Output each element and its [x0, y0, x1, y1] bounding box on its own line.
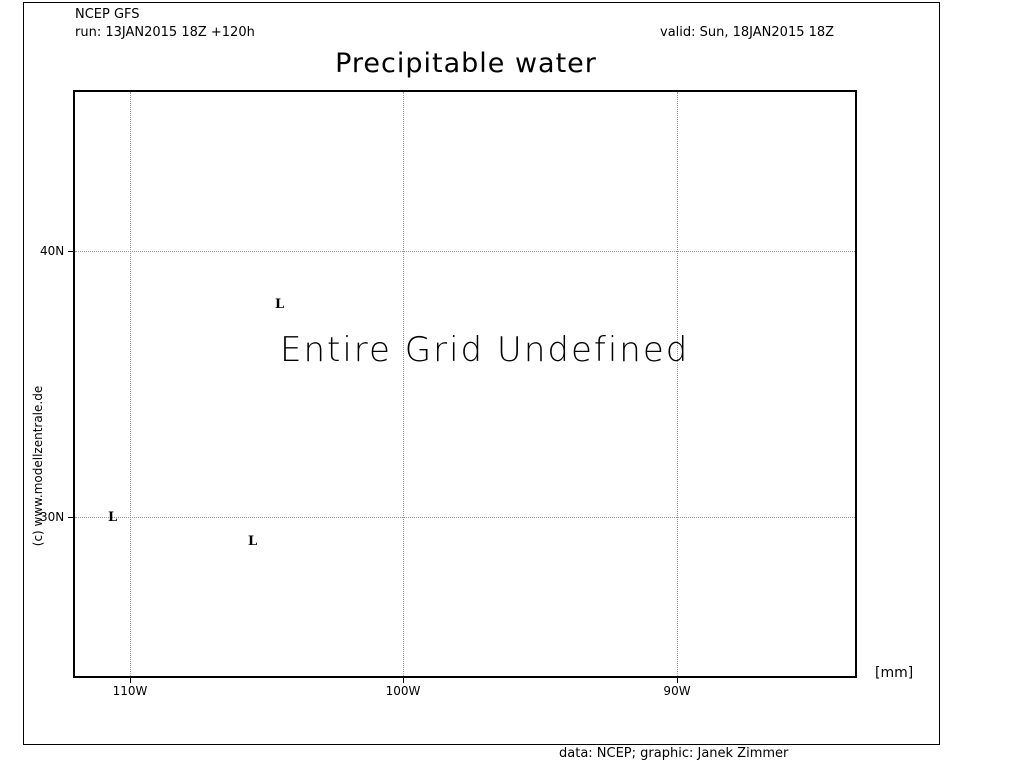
lon-tick-mark	[130, 678, 131, 683]
copyright-label: (c) www.modellzentrale.de	[31, 385, 45, 547]
lon-tick-mark	[403, 678, 404, 683]
low-pressure-marker: L	[108, 510, 118, 525]
outer-frame	[23, 2, 940, 745]
lat-gridline	[75, 251, 855, 252]
lat-tick-mark	[68, 251, 73, 252]
lat-tick-label: 40N	[40, 244, 65, 258]
lon-gridline	[130, 92, 131, 676]
lon-tick-label: 110W	[112, 684, 148, 698]
low-pressure-marker: L	[248, 534, 258, 549]
unit-label: [mm]	[875, 665, 914, 681]
lat-tick-label: 30N	[40, 510, 65, 524]
credit-label: data: NCEP; graphic: Janek Zimmer	[559, 746, 789, 761]
run-info: run: 13JAN2015 18Z +120h	[75, 25, 255, 40]
lat-gridline	[75, 517, 855, 518]
map-frame	[73, 90, 857, 678]
lon-gridline	[403, 92, 404, 676]
valid-time: valid: Sun, 18JAN2015 18Z	[660, 25, 835, 40]
lon-tick-label: 100W	[385, 684, 421, 698]
map-title: Precipitable water	[335, 48, 597, 79]
low-pressure-marker: L	[275, 297, 285, 312]
lon-gridline	[677, 92, 678, 676]
lon-tick-mark	[677, 678, 678, 683]
lat-tick-mark	[68, 517, 73, 518]
undefined-grid-message: Entire Grid Undefined	[280, 330, 690, 370]
model-name: NCEP GFS	[75, 7, 140, 22]
lon-tick-label: 90W	[663, 684, 691, 698]
